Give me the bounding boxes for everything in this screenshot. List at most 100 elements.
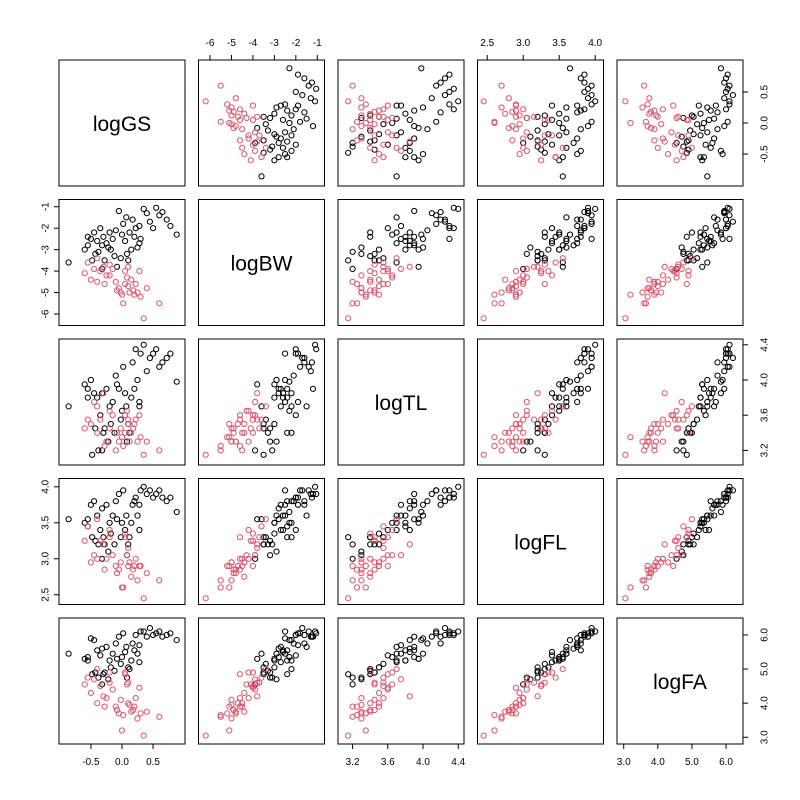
point-logFL-logTL-s1-19 bbox=[371, 566, 378, 573]
point-logTL-logFL-s1-8 bbox=[512, 447, 520, 454]
point-logTL-logFL-s0-25 bbox=[548, 390, 556, 397]
point-logBW-logTL-s0-34 bbox=[397, 222, 405, 230]
point-logGS-logFL-s1-29 bbox=[505, 95, 512, 102]
point-logGS-logTL-s0-7 bbox=[402, 144, 409, 151]
point-logFL-logBW-s0-38 bbox=[299, 487, 306, 494]
point-logFL-logBW-s0-28 bbox=[288, 534, 295, 541]
point-logFL-logTL-s0-12 bbox=[371, 541, 378, 548]
point-logGS-logFL-s0-39 bbox=[581, 88, 588, 96]
point-logTL-logBW-s1-23 bbox=[224, 434, 231, 441]
point-logFA-logGS-s0-11 bbox=[100, 671, 107, 678]
point-logTL-logFA-s0-17 bbox=[704, 398, 711, 406]
point-logTL-logGS-s0-45 bbox=[173, 378, 180, 385]
point-logTL-logFL-s0-49 bbox=[552, 394, 559, 401]
panel-logFA-logFL bbox=[477, 617, 604, 745]
point-logFA-logGS-s1-24 bbox=[140, 732, 147, 739]
point-logGS-logBW-s0-0 bbox=[258, 173, 265, 180]
point-logFA-logTL-s1-27 bbox=[371, 681, 378, 688]
point-logGS-logFL-s0-36 bbox=[592, 98, 599, 105]
point-logFL-logGS-s1-4 bbox=[100, 541, 107, 548]
point-logFL-logFA-s0-31 bbox=[707, 498, 714, 505]
point-logTL-logFA-s0-13 bbox=[711, 385, 718, 392]
point-logGS-logFA-s1-3 bbox=[671, 141, 679, 148]
point-logFL-logGS-s0-34 bbox=[136, 501, 143, 508]
point-logBW-logFA-s1-22 bbox=[639, 289, 646, 296]
point-logFL-logTL-s0-21 bbox=[411, 490, 418, 498]
point-logFA-logGS-s0-36 bbox=[140, 628, 147, 635]
point-logTL-logFL-s1-30 bbox=[559, 403, 566, 410]
point-logFL-logFA-s0-7 bbox=[707, 512, 714, 519]
point-logFA-logFL-s0-47 bbox=[523, 674, 530, 681]
point-logBW-logGS-s0-9 bbox=[97, 225, 104, 232]
point-logFL-logTL-s1-7 bbox=[384, 552, 391, 559]
point-logTL-logBW-s1-20 bbox=[226, 420, 233, 428]
point-logBW-logFA-s1-13 bbox=[642, 300, 650, 307]
point-logGS-logFL-s1-24 bbox=[480, 98, 487, 105]
point-logBW-logTL-s1-29 bbox=[358, 285, 365, 292]
point-logFL-logBW-s1-15 bbox=[243, 552, 250, 559]
point-logGS-logFA-s0-5 bbox=[717, 147, 725, 154]
point-logGS-logTL-s0-35 bbox=[446, 101, 453, 108]
point-logGS-logTL-s1-32 bbox=[380, 113, 387, 120]
point-logFL-logFA-s1-27 bbox=[673, 537, 680, 544]
point-logTL-logGS-s0-18 bbox=[111, 429, 118, 436]
point-logTL-logFA-s0-31 bbox=[707, 385, 714, 392]
point-logTL-logFA-s1-27 bbox=[673, 425, 680, 432]
point-logBW-logGS-s1-2 bbox=[94, 278, 101, 285]
point-logGS-logFA-s1-4 bbox=[661, 138, 668, 145]
point-logGS-logFL-s0-23 bbox=[556, 119, 563, 127]
point-logGS-logBW-s1-12 bbox=[226, 119, 233, 127]
point-logFA-logGS-s1-10 bbox=[113, 706, 121, 714]
point-logGS-logBW-s0-35 bbox=[282, 101, 289, 108]
point-logFA-logGS-s0-24 bbox=[120, 630, 127, 637]
point-logBW-logGS-s0-21 bbox=[115, 207, 123, 215]
point-logFA-logFL-s1-1 bbox=[516, 689, 523, 697]
point-logTL-logFA-s0-19 bbox=[714, 372, 721, 379]
point-logFA-logGS-s1-31 bbox=[122, 669, 129, 676]
point-logTL-logBW-s1-19 bbox=[230, 425, 237, 432]
point-logTL-logGS-s0-25 bbox=[122, 390, 129, 397]
point-logFL-logGS-s0-18 bbox=[111, 541, 118, 548]
point-logGS-logFA-s0-45 bbox=[717, 65, 725, 72]
point-logTL-logFA-s1-29 bbox=[646, 438, 653, 445]
point-logBW-logGS-s1-25 bbox=[156, 300, 163, 307]
point-logGS-logFL-s1-5 bbox=[520, 135, 527, 142]
point-logBW-logFL-s1-22 bbox=[498, 289, 505, 296]
point-logFL-logGS-s0-19 bbox=[112, 498, 119, 505]
point-logFA-logGS-s0-13 bbox=[103, 643, 110, 651]
panel-logTL-logFL bbox=[477, 338, 604, 466]
point-logBW-logFL-s1-15 bbox=[523, 274, 530, 281]
point-logGS-logFL-s1-30 bbox=[559, 144, 566, 151]
point-logFL-logTL-s1-24 bbox=[345, 595, 352, 602]
point-logBW-logFL-s0-36 bbox=[592, 205, 599, 212]
y-tick-label-logBW-3: -3 bbox=[41, 245, 52, 254]
point-logBW-logFA-s1-23 bbox=[644, 293, 651, 300]
point-logGS-logFL-s0-32 bbox=[581, 106, 588, 113]
point-logGS-logTL-s1-25 bbox=[349, 82, 356, 89]
point-logBW-logFL-s1-21 bbox=[520, 280, 527, 288]
point-logFL-logBW-s0-31 bbox=[284, 498, 291, 505]
point-logFL-logTL-s0-38 bbox=[441, 487, 449, 494]
point-logFA-logGS-s1-18 bbox=[128, 708, 135, 715]
point-logTL-logFL-s1-31 bbox=[545, 429, 552, 436]
point-logTL-logGS-s0-43 bbox=[163, 354, 170, 362]
point-logTL-logBW-s1-14 bbox=[236, 412, 244, 419]
point-logGS-logBW-s1-32 bbox=[254, 113, 261, 120]
point-logFA-logTL-s0-24 bbox=[433, 630, 440, 637]
point-logTL-logFL-s0-3 bbox=[574, 376, 581, 384]
point-logGS-logFA-s1-15 bbox=[673, 114, 680, 122]
point-logFA-logFL-s0-38 bbox=[588, 625, 595, 632]
point-logFL-logTL-s1-30 bbox=[393, 516, 400, 523]
point-logGS-logFA-s0-6 bbox=[685, 146, 692, 153]
point-logFA-logBW-s0-44 bbox=[294, 630, 302, 637]
point-logFA-logFL-s0-23 bbox=[556, 654, 563, 661]
point-logFA-logTL-s0-40 bbox=[450, 630, 457, 637]
point-logFL-logGS-s1-29 bbox=[143, 570, 150, 577]
point-logBW-logTL-s1-24 bbox=[345, 315, 352, 322]
point-logGS-logTL-s1-13 bbox=[353, 118, 361, 125]
point-logBW-logGS-s0-11 bbox=[100, 233, 107, 240]
point-logGS-logFL-s1-25 bbox=[498, 82, 505, 89]
point-logTL-logFL-s1-19 bbox=[509, 425, 516, 432]
point-logTL-logGS-s0-47 bbox=[123, 438, 131, 445]
point-logTL-logGS-s0-16 bbox=[107, 420, 114, 428]
